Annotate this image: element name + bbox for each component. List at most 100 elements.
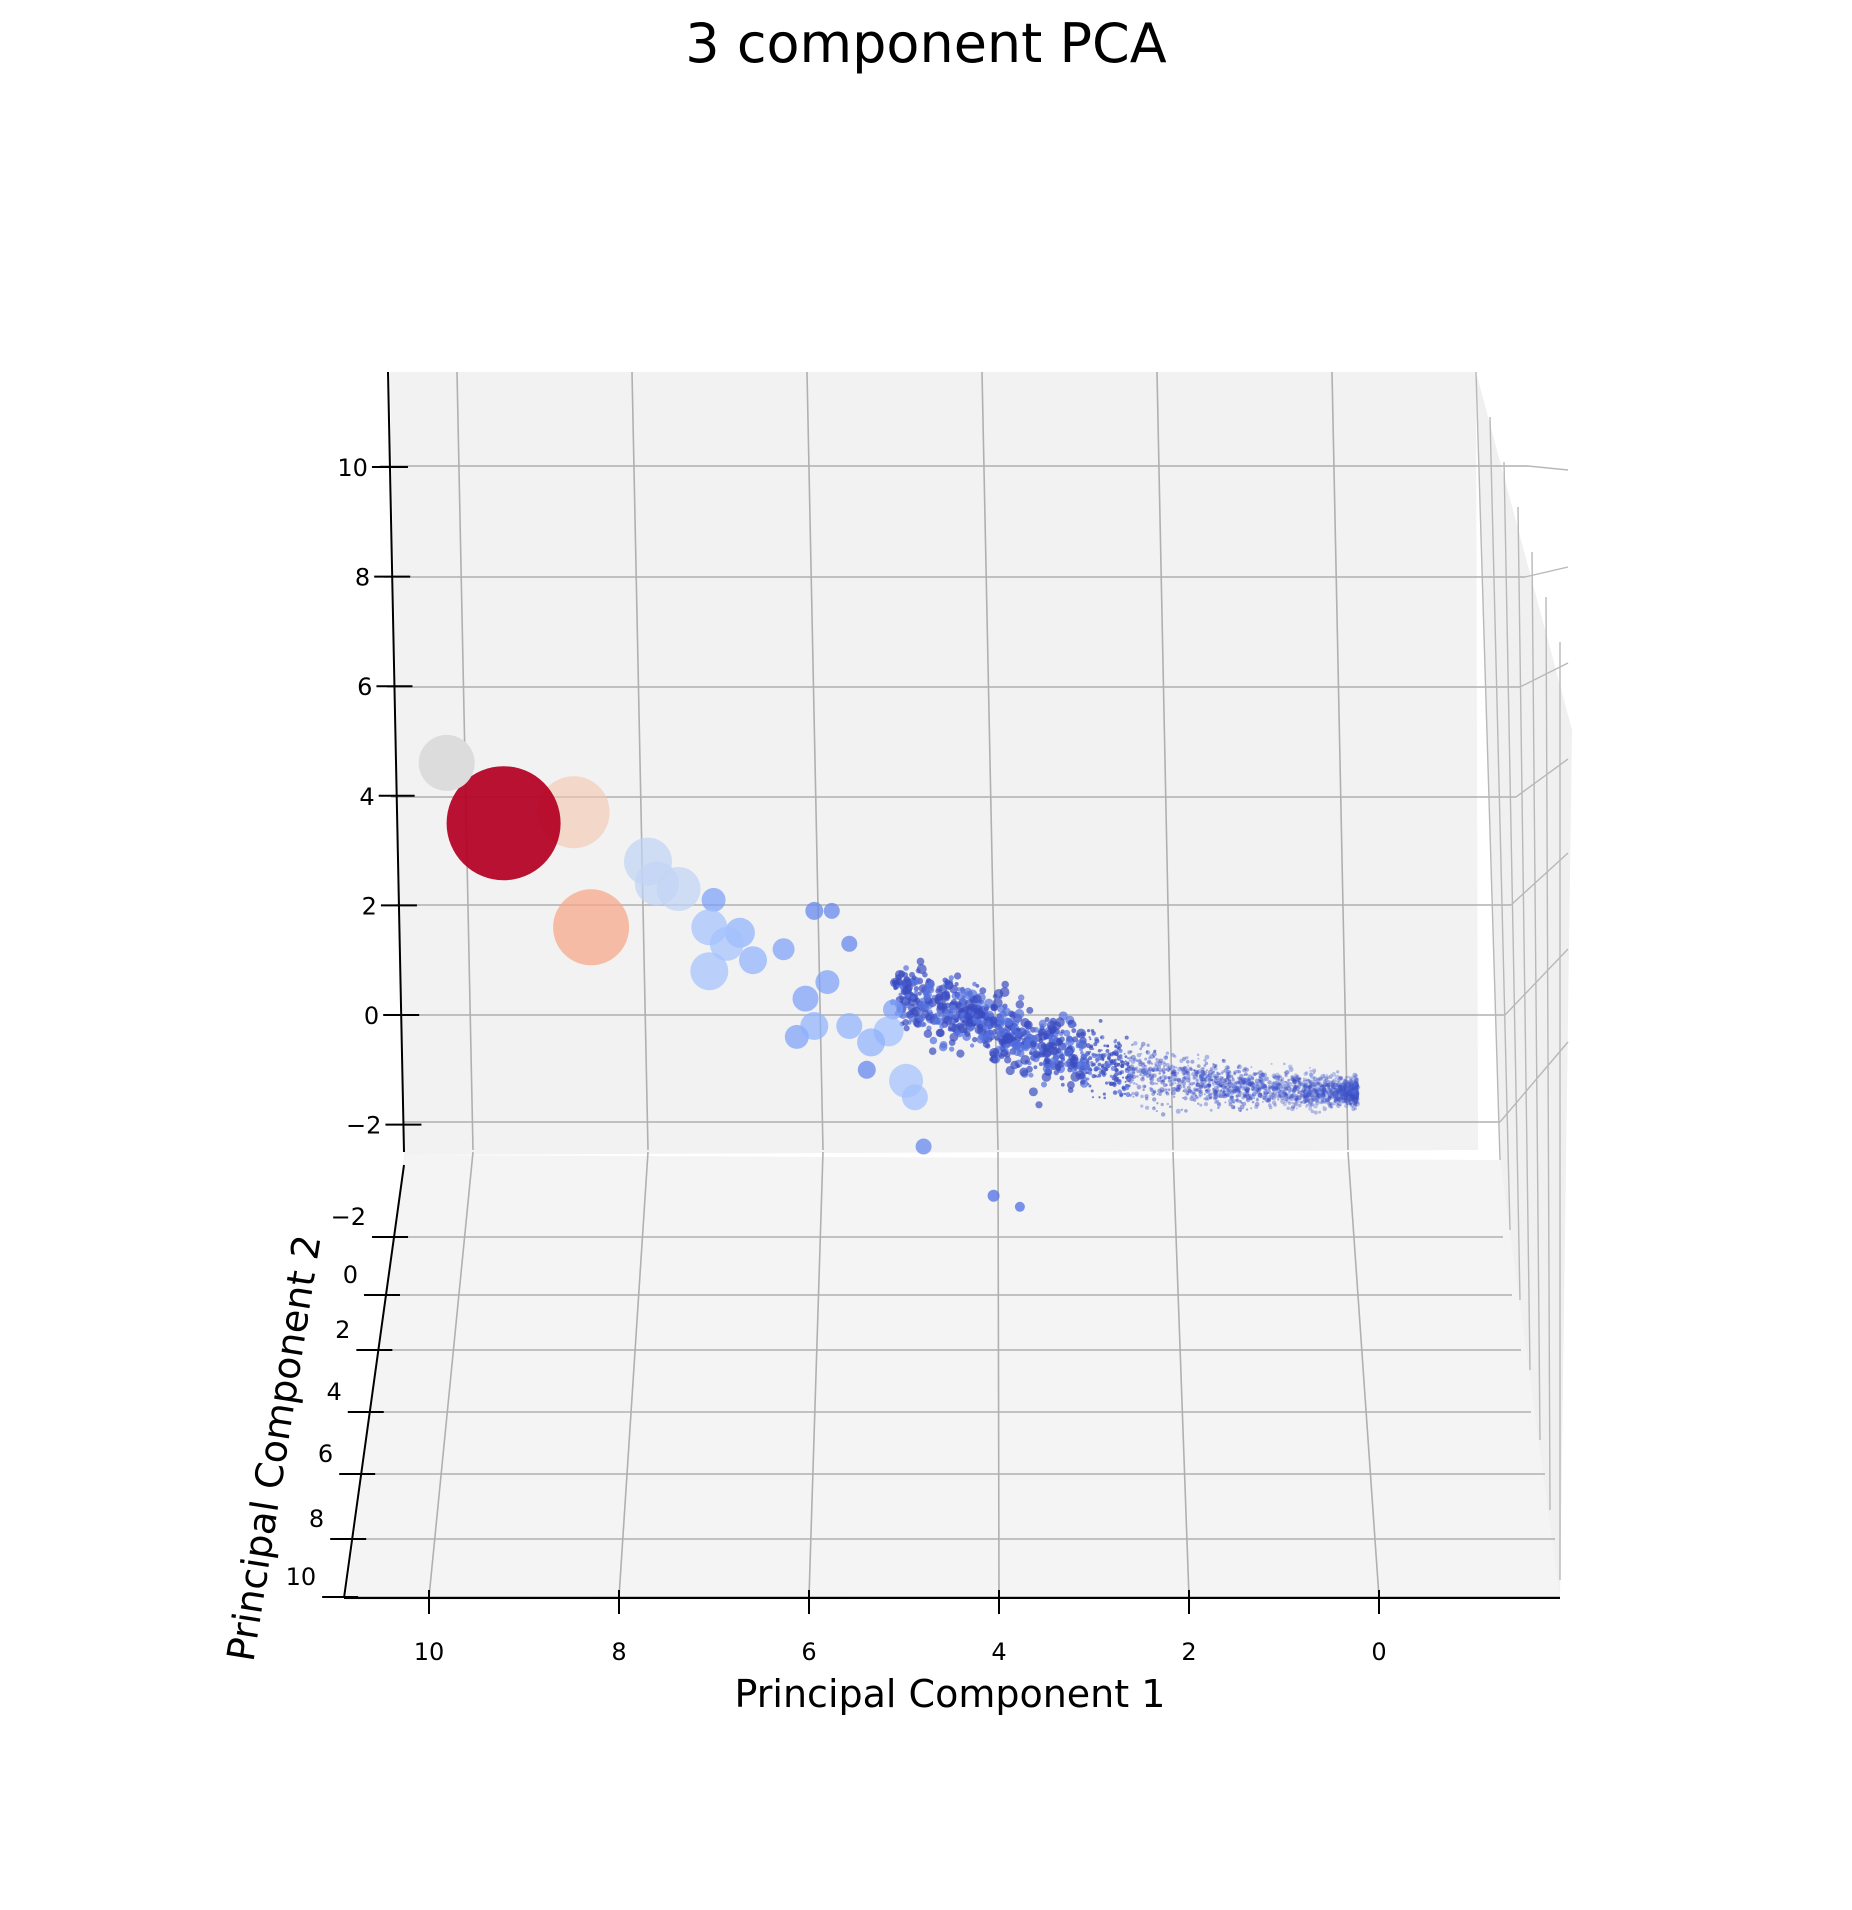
cluster-point <box>1341 1089 1346 1094</box>
cluster-point <box>1261 1072 1265 1076</box>
cluster-point <box>1171 1069 1176 1075</box>
cluster-point <box>1318 1092 1322 1096</box>
cluster-point <box>1307 1078 1310 1082</box>
cluster-point <box>1353 1095 1358 1099</box>
cluster-point <box>1353 1103 1356 1106</box>
cluster-point <box>1321 1092 1326 1097</box>
cluster-point <box>1351 1090 1356 1095</box>
cluster-point <box>1235 1094 1239 1098</box>
cluster-point <box>1156 1093 1159 1095</box>
cluster-point <box>1165 1091 1168 1095</box>
cluster-point <box>1352 1092 1355 1096</box>
cluster-point <box>1044 1017 1050 1022</box>
cluster-point <box>1140 1063 1145 1068</box>
cluster-point <box>1333 1085 1337 1088</box>
cluster-point <box>1227 1070 1232 1075</box>
cluster-point <box>1209 1076 1212 1079</box>
cluster-point <box>1331 1092 1334 1095</box>
cluster-point <box>920 1006 927 1013</box>
cluster-point <box>1204 1054 1210 1060</box>
cluster-point <box>1294 1093 1299 1098</box>
cluster-point <box>1236 1086 1239 1089</box>
cluster-point <box>1240 1101 1244 1105</box>
cluster-point <box>1329 1105 1333 1109</box>
cluster-point <box>1303 1083 1308 1088</box>
cluster-point <box>978 1032 987 1041</box>
cluster-point <box>1228 1085 1231 1088</box>
cluster-point <box>1015 1000 1025 1009</box>
cluster-point <box>1297 1079 1300 1083</box>
cluster-point <box>1124 1085 1130 1091</box>
cluster-point <box>1340 1082 1343 1086</box>
cluster-point <box>1244 1080 1249 1085</box>
cluster-point <box>1214 1075 1218 1079</box>
cluster-point <box>1354 1091 1359 1096</box>
cluster-point <box>1241 1096 1245 1100</box>
cluster-point <box>1316 1080 1321 1085</box>
cluster-point <box>1354 1093 1359 1098</box>
cluster-point <box>1321 1086 1326 1091</box>
cluster-point <box>1320 1097 1323 1100</box>
cluster-point <box>1350 1093 1355 1098</box>
cluster-point <box>977 1023 984 1030</box>
cluster-point <box>1219 1076 1224 1081</box>
cluster-point <box>1245 1083 1248 1087</box>
cluster-point <box>1329 1074 1333 1078</box>
cluster-point <box>1263 1092 1267 1096</box>
cluster-point <box>1286 1093 1289 1096</box>
cluster-point <box>1341 1090 1345 1094</box>
cluster-point <box>1340 1091 1346 1097</box>
cluster-point <box>1262 1083 1267 1089</box>
cluster-point <box>936 1028 945 1038</box>
cluster-point <box>1305 1090 1311 1096</box>
cluster-point <box>1351 1096 1356 1101</box>
cluster-point <box>1333 1082 1338 1087</box>
cluster-point <box>1352 1091 1357 1096</box>
cluster-point <box>1332 1101 1337 1106</box>
cluster-point <box>1302 1094 1306 1098</box>
cluster-point <box>1352 1090 1357 1095</box>
cluster-point <box>903 965 909 971</box>
cluster-point <box>1326 1091 1332 1097</box>
cluster-point <box>1200 1067 1205 1072</box>
cluster-point <box>1066 1081 1075 1089</box>
cluster-point <box>973 1009 984 1020</box>
cluster-point <box>1172 1078 1176 1082</box>
cluster-point <box>1307 1088 1313 1094</box>
cluster-point <box>1344 1090 1350 1096</box>
cluster-point <box>1302 1084 1306 1088</box>
cluster-point <box>1207 1070 1213 1075</box>
cluster-point <box>1293 1085 1298 1090</box>
cluster-point <box>1287 1090 1291 1094</box>
cluster-point <box>1322 1073 1326 1077</box>
cluster-point <box>1338 1095 1344 1101</box>
floor-pane <box>346 1155 1560 1600</box>
cluster-point <box>1152 1097 1157 1102</box>
cluster-point <box>1333 1087 1336 1090</box>
cluster-point <box>1354 1088 1359 1093</box>
cluster-point <box>1289 1081 1292 1085</box>
cluster-point <box>1322 1084 1325 1087</box>
cluster-point <box>1315 1078 1319 1082</box>
cluster-point <box>1042 1063 1053 1074</box>
cluster-point <box>1222 1095 1226 1099</box>
cluster-point <box>1227 1065 1229 1068</box>
cluster-point <box>1305 1085 1308 1088</box>
cluster-point <box>1140 1094 1144 1099</box>
cluster-point <box>1333 1078 1336 1081</box>
cluster-point <box>1284 1074 1288 1078</box>
side-grid-line <box>1503 461 1521 1301</box>
cluster-point <box>1172 1078 1177 1082</box>
cluster-point <box>1059 1053 1065 1060</box>
cluster-point <box>1219 1084 1222 1088</box>
cluster-point <box>1354 1096 1357 1099</box>
y-tick-label: 10 <box>286 1563 317 1591</box>
cluster-point <box>1345 1084 1349 1088</box>
cluster-point <box>1348 1100 1351 1103</box>
scatter-point <box>800 1012 829 1040</box>
cluster-point <box>1091 1031 1096 1036</box>
cluster-point <box>1067 1087 1074 1093</box>
cluster-point <box>1304 1092 1308 1096</box>
cluster-point <box>1141 1067 1145 1071</box>
cluster-point <box>1207 1077 1211 1082</box>
